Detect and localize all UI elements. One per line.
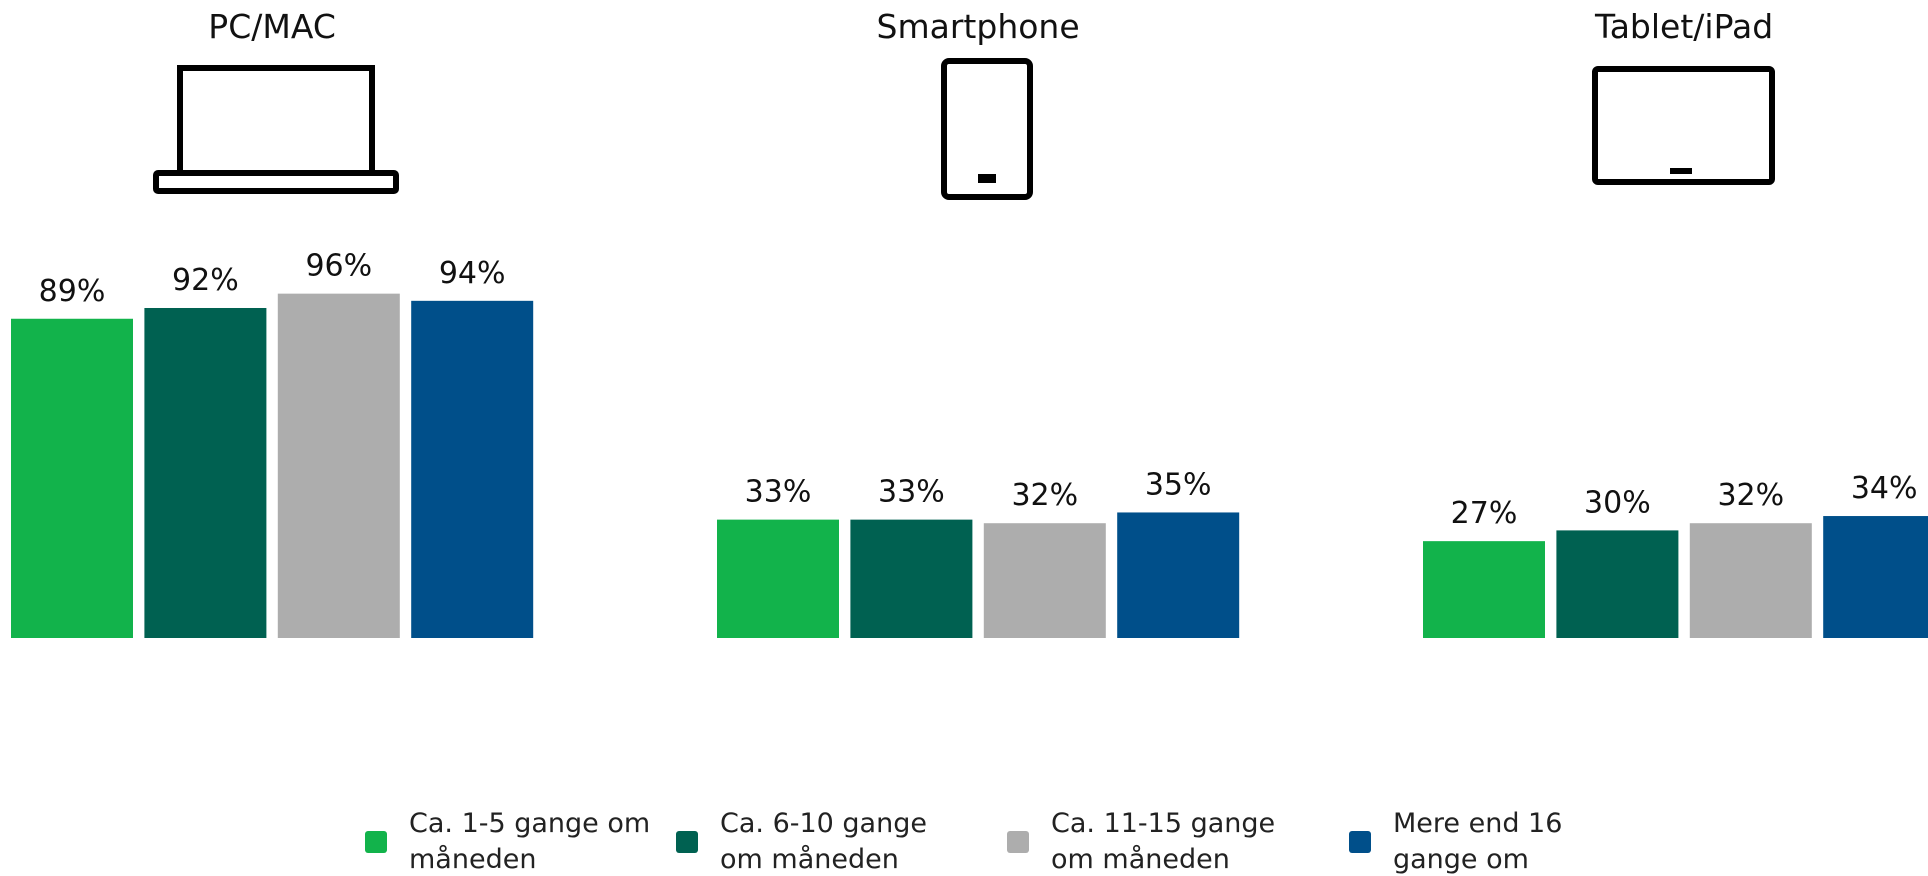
bar	[1823, 516, 1928, 638]
legend-label: Ca. 6-10 gange om måneden	[720, 808, 927, 875]
category-title: Tablet/iPad	[1594, 7, 1773, 46]
legend-swatch	[365, 831, 387, 853]
value-label: 32%	[1011, 478, 1078, 513]
value-label: 34%	[1851, 471, 1918, 506]
value-label: 94%	[439, 256, 506, 291]
laptop-icon	[153, 65, 399, 194]
value-label: 92%	[172, 263, 239, 298]
value-label: 96%	[305, 249, 372, 284]
bar	[983, 523, 1106, 638]
bar	[411, 300, 534, 638]
bar	[1556, 530, 1679, 638]
bar	[1689, 523, 1812, 638]
bar	[850, 519, 973, 638]
bar	[277, 293, 400, 638]
legend-swatch	[1007, 831, 1029, 853]
value-label: 89%	[39, 274, 106, 309]
bar	[717, 519, 839, 638]
tablet-icon	[1592, 66, 1775, 185]
bar	[1117, 512, 1240, 638]
bar	[144, 307, 267, 638]
value-label: 30%	[1584, 485, 1651, 520]
value-label: 27%	[1451, 496, 1518, 531]
value-label: 32%	[1717, 478, 1784, 513]
value-label: 35%	[1145, 467, 1212, 502]
legend-label: Mere end 16 gange om måneden	[1393, 808, 1563, 875]
legend-label: Ca. 1-5 gange om måneden	[409, 808, 651, 875]
legend-swatch	[1349, 831, 1371, 853]
value-label: 33%	[745, 475, 812, 510]
smartphone-icon	[941, 58, 1033, 200]
bar	[1423, 541, 1545, 638]
value-label: 33%	[878, 475, 945, 510]
category-title: PC/MAC	[208, 7, 336, 46]
legend-swatch	[676, 831, 698, 853]
bar	[11, 318, 133, 638]
category-title: Smartphone	[877, 7, 1080, 46]
legend-label: Ca. 11-15 gange om måneden	[1051, 808, 1276, 875]
